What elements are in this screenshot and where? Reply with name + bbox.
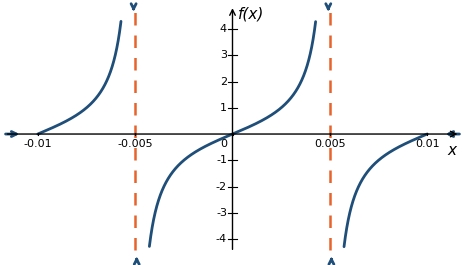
Text: 0.005: 0.005: [314, 139, 345, 149]
Text: -0.01: -0.01: [24, 139, 52, 149]
Text: 4: 4: [220, 24, 227, 34]
Text: -1: -1: [216, 155, 227, 165]
Text: f(x): f(x): [238, 7, 264, 22]
Text: 3: 3: [220, 50, 227, 60]
Text: 2: 2: [220, 77, 227, 87]
Text: 1: 1: [220, 103, 227, 113]
Text: -2: -2: [216, 182, 227, 192]
Text: -3: -3: [216, 208, 227, 218]
Text: -0.005: -0.005: [117, 139, 153, 149]
Text: 0: 0: [220, 139, 227, 149]
Text: x: x: [447, 143, 456, 158]
Text: -4: -4: [216, 234, 227, 244]
Text: 0.01: 0.01: [415, 139, 439, 149]
